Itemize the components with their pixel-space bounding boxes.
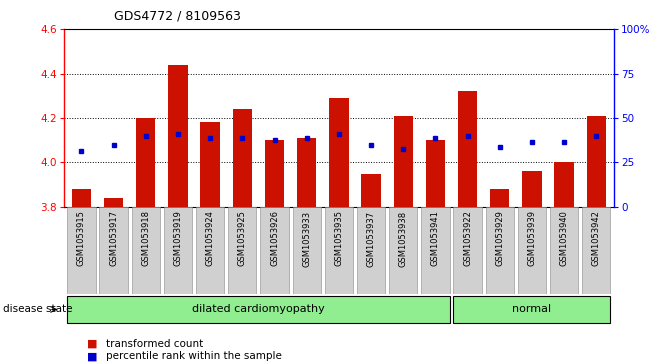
Text: GSM1053935: GSM1053935	[334, 211, 344, 266]
Text: GSM1053925: GSM1053925	[238, 211, 247, 266]
Text: GSM1053919: GSM1053919	[174, 211, 183, 266]
Bar	[394, 116, 413, 207]
Bar	[233, 109, 252, 207]
Text: GSM1053933: GSM1053933	[302, 211, 311, 266]
Bar	[260, 207, 289, 294]
Bar	[329, 98, 348, 207]
Bar	[425, 140, 445, 207]
Text: disease state: disease state	[3, 305, 73, 314]
Bar	[164, 207, 192, 294]
Bar	[421, 207, 450, 294]
Text: GSM1053942: GSM1053942	[592, 211, 601, 266]
Text: normal: normal	[513, 305, 552, 314]
Bar	[357, 207, 385, 294]
Text: GSM1053918: GSM1053918	[142, 211, 150, 266]
Bar	[228, 207, 256, 294]
Bar	[99, 207, 127, 294]
Bar	[196, 207, 224, 294]
Bar	[586, 116, 606, 207]
Text: GSM1053929: GSM1053929	[495, 211, 504, 266]
Text: GSM1053926: GSM1053926	[270, 211, 279, 266]
Bar	[458, 91, 477, 207]
Text: ■: ■	[87, 339, 98, 349]
Bar	[168, 65, 188, 207]
Bar	[454, 207, 482, 294]
Bar	[132, 207, 160, 294]
Text: transformed count: transformed count	[106, 339, 203, 349]
Bar	[201, 122, 220, 207]
Bar	[325, 207, 353, 294]
Text: GSM1053922: GSM1053922	[463, 211, 472, 266]
Text: GSM1053924: GSM1053924	[205, 211, 215, 266]
Bar	[389, 207, 417, 294]
Bar	[554, 163, 574, 207]
Bar	[518, 207, 546, 294]
Bar	[582, 207, 611, 294]
Bar	[104, 198, 123, 207]
Bar	[550, 207, 578, 294]
Bar	[362, 174, 380, 207]
Text: GSM1053915: GSM1053915	[77, 211, 86, 266]
Bar	[297, 138, 316, 207]
Bar	[522, 171, 541, 207]
Bar	[490, 189, 509, 207]
Text: GSM1053940: GSM1053940	[560, 211, 568, 266]
Text: ■: ■	[87, 351, 98, 362]
Text: GSM1053938: GSM1053938	[399, 211, 408, 266]
Text: dilated cardiomyopathy: dilated cardiomyopathy	[192, 305, 325, 314]
Bar	[486, 207, 514, 294]
Bar	[67, 295, 450, 323]
Text: GSM1053937: GSM1053937	[366, 211, 376, 266]
Text: GSM1053941: GSM1053941	[431, 211, 440, 266]
Text: percentile rank within the sample: percentile rank within the sample	[106, 351, 282, 362]
Bar	[72, 189, 91, 207]
Bar	[67, 207, 95, 294]
Text: GSM1053917: GSM1053917	[109, 211, 118, 266]
Bar	[136, 118, 156, 207]
Text: GSM1053939: GSM1053939	[527, 211, 536, 266]
Bar	[293, 207, 321, 294]
Bar	[265, 140, 284, 207]
Text: GDS4772 / 8109563: GDS4772 / 8109563	[114, 9, 241, 22]
Bar	[454, 295, 611, 323]
